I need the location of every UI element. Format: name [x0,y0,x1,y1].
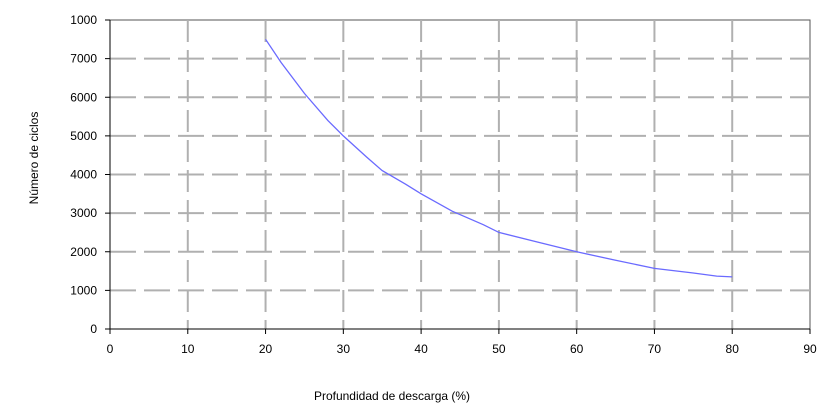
y-tick-label: 0 [90,322,97,336]
x-tick-label: 20 [259,342,273,356]
x-tick-label: 70 [648,342,662,356]
series-group [265,38,733,278]
y-tick-label: 4000 [70,168,97,182]
x-tick-label: 60 [570,342,584,356]
x-tick-label: 10 [181,342,195,356]
y-tick-label: 3000 [70,206,97,220]
x-tick-label: 50 [492,342,506,356]
y-tick-label: 1000 [70,13,97,27]
y-tick-label: 5000 [70,129,97,143]
x-tick-label: 40 [414,342,428,356]
grid-lines [110,20,810,329]
x-axis-label: Profundidad de descarga (%) [314,389,470,403]
axis-ticks [105,19,811,334]
y-tick-label: 7000 [70,52,97,66]
series-line [265,38,733,278]
x-tick-label: 80 [726,342,740,356]
x-tick-labels: 0 10 20 30 40 50 60 70 80 90 [107,342,817,356]
x-tick-label: 30 [337,342,351,356]
x-tick-label: 90 [803,342,817,356]
y-tick-labels: 0 1000 2000 3000 4000 5000 6000 7000 1000 [70,13,97,336]
y-tick-label: 6000 [70,90,97,104]
x-tick-label: 0 [107,342,114,356]
y-tick-label: 1000 [70,283,97,297]
y-axis-label: Número de ciclos [27,112,41,205]
y-tick-label: 2000 [70,245,97,259]
